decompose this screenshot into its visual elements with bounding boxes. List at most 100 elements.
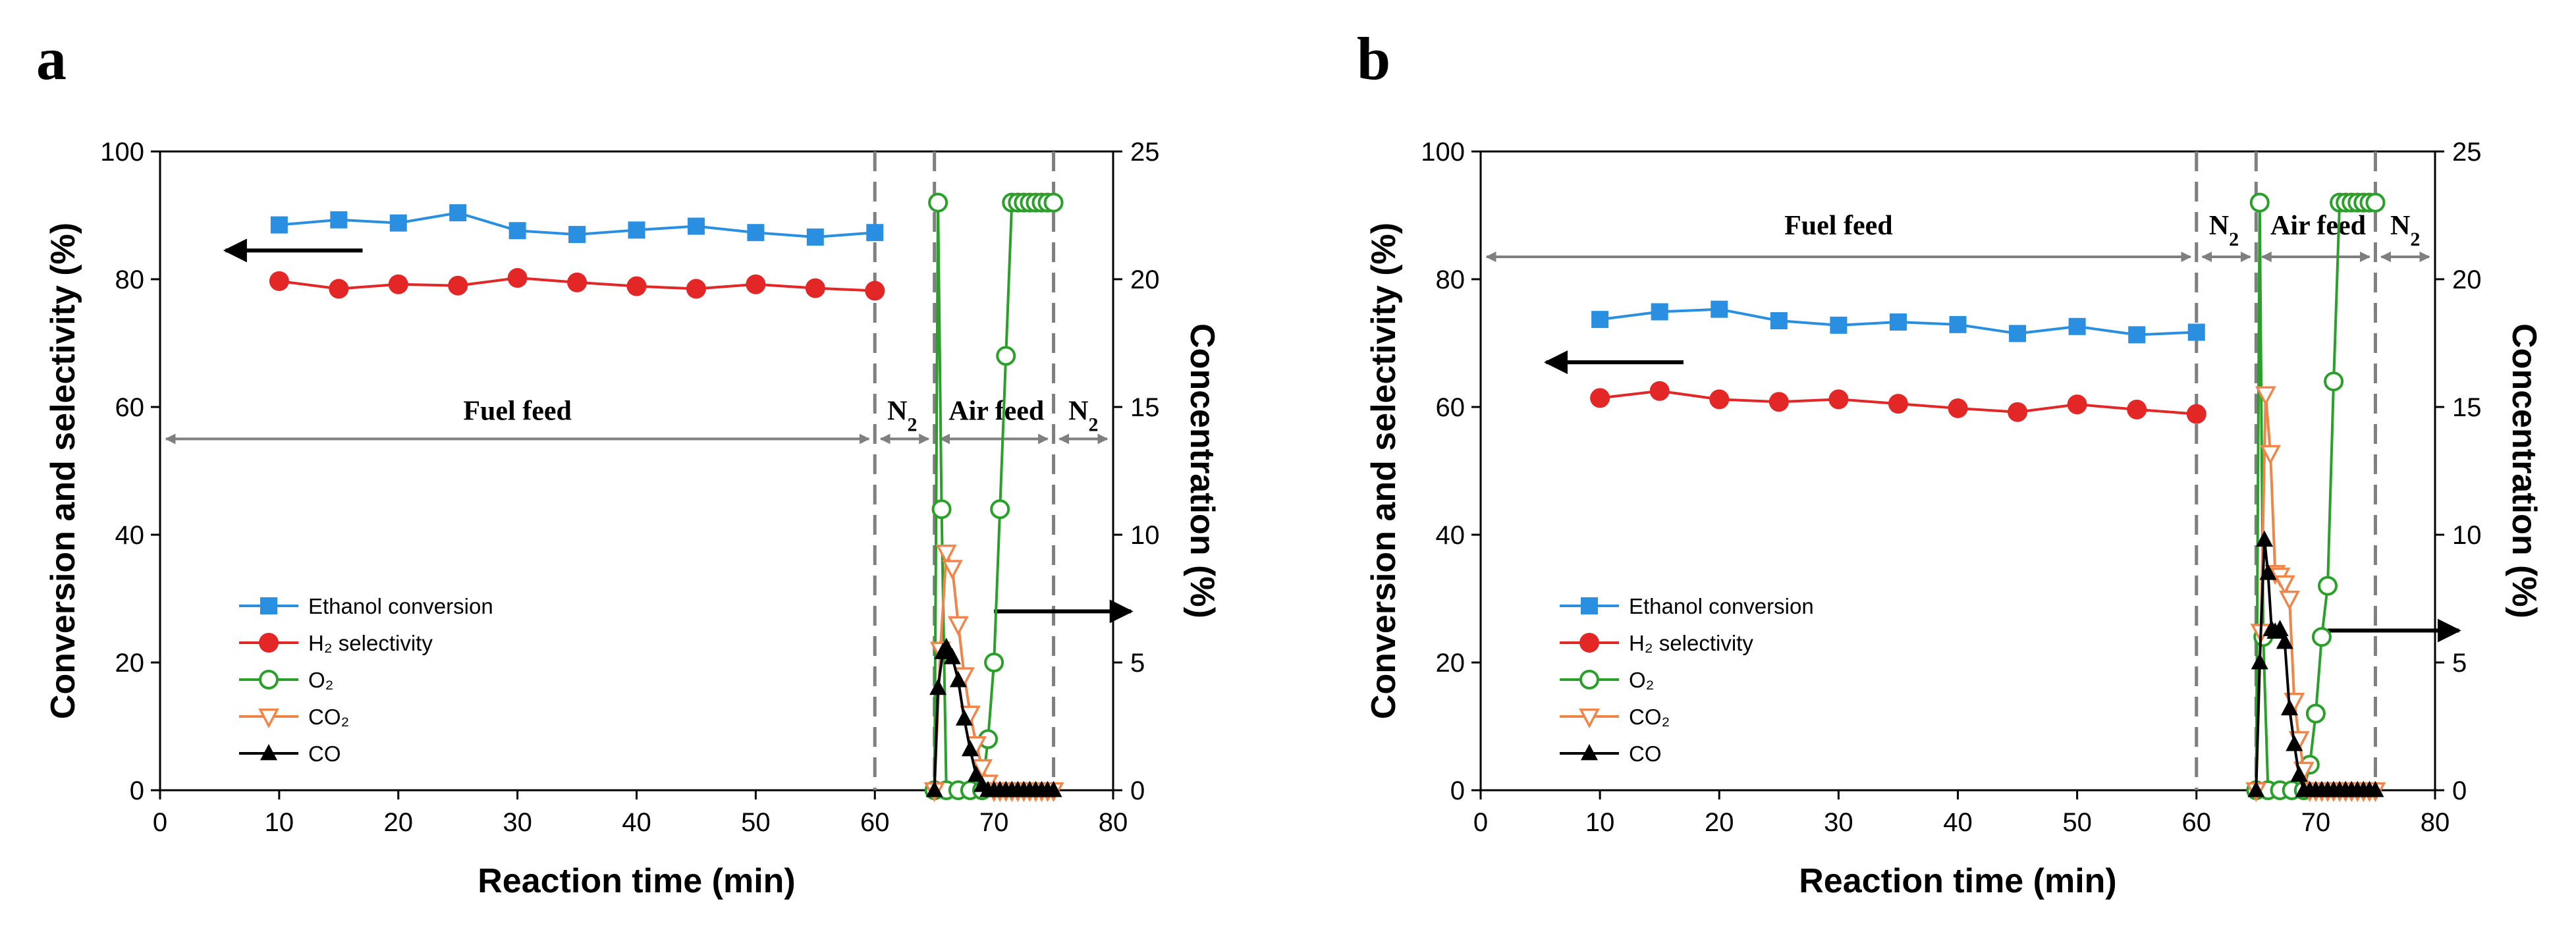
y-left-tick-label: 100 [1421, 138, 1465, 167]
data-point [935, 545, 957, 565]
data-point [329, 279, 349, 299]
y-left-tick-label: 80 [1436, 265, 1466, 294]
series-o- [924, 192, 1064, 800]
panel-letter: a [36, 25, 67, 92]
data-point [2317, 576, 2338, 596]
legend-marker [258, 708, 279, 729]
data-point [628, 221, 645, 239]
series-ethanol-conversion [1591, 300, 2205, 344]
region-label-subscript: 2 [1088, 414, 1098, 435]
data-point [1649, 381, 1670, 401]
x-tick-label: 20 [384, 808, 414, 837]
data-point [1590, 388, 1610, 408]
data-point [2067, 394, 2087, 415]
legend-label: Ethanol conversion [308, 594, 493, 618]
y-right-tick-label: 15 [2452, 393, 2482, 422]
x-tick-label: 30 [1824, 808, 1853, 837]
legend-label: H₂ selectivity [1629, 631, 1753, 655]
region-label: Air feed [948, 396, 1044, 426]
data-point [2008, 402, 2028, 422]
legend-label: O₂ [308, 668, 333, 692]
x-axis-title: Reaction time (min) [478, 862, 796, 900]
data-point [1709, 389, 1730, 410]
region-label-text: N [1068, 396, 1088, 426]
legend-label: CO [308, 742, 341, 766]
x-tick-label: 40 [1943, 808, 1973, 837]
data-point [330, 211, 348, 229]
data-point [2249, 192, 2270, 213]
data-point [567, 272, 588, 292]
data-point [2247, 780, 2265, 797]
data-point [929, 678, 947, 695]
region-label-subscript: 2 [908, 414, 918, 435]
chart-panel-a: a0 10 20 30 40 50 60 70 800204060801000510152025… [36, 25, 1221, 900]
data-point [2290, 765, 2308, 782]
data-point [1768, 392, 1789, 412]
data-point [866, 224, 884, 242]
y-right-tick-label: 25 [1130, 138, 1160, 167]
legend-marker [1579, 708, 1600, 729]
region-label: N2 [2390, 211, 2420, 250]
y-left-tick-label: 100 [100, 138, 144, 167]
legend-marker [1579, 670, 1599, 689]
y-left-tick-label: 0 [1450, 776, 1465, 805]
data-point [943, 647, 961, 664]
region-label: N2 [887, 396, 917, 435]
region-label-text: Air feed [2270, 211, 2366, 241]
data-point [626, 276, 647, 296]
legend-marker [260, 597, 277, 614]
data-point [1830, 316, 1848, 334]
y-left-tick-label: 40 [1436, 521, 1466, 550]
series-co [925, 637, 1062, 797]
data-point [1949, 315, 1967, 333]
series-ethanol-conversion [270, 204, 884, 246]
data-point [2128, 326, 2146, 344]
data-point [1770, 312, 1788, 330]
data-point [2187, 323, 2205, 341]
data-point [1828, 389, 1849, 410]
panel-letter: b [1357, 25, 1390, 92]
legend-label: O₂ [1629, 668, 1654, 692]
data-point [568, 226, 586, 244]
data-point [2068, 317, 2086, 335]
data-point [2365, 192, 2386, 213]
x-tick-label: 80 [2421, 808, 2450, 837]
x-tick-label: 70 [2301, 808, 2331, 837]
y-left-tick-label: 20 [1436, 649, 1466, 678]
legend-label: CO [1629, 742, 1662, 766]
data-point [947, 616, 969, 636]
x-axis-title: Reaction time (min) [1799, 862, 2117, 900]
region-label-subscript: 2 [2229, 229, 2239, 250]
region-label-text: Air feed [948, 396, 1044, 426]
y-right-tick-label: 10 [2452, 521, 2482, 550]
data-point [508, 222, 526, 240]
region-label: N2 [2209, 211, 2239, 250]
x-tick-label: 50 [2062, 808, 2092, 837]
data-point [937, 637, 955, 655]
data-point [2281, 699, 2299, 716]
data-point [967, 765, 985, 782]
y-right-tick-label: 15 [1130, 393, 1160, 422]
data-point [806, 228, 824, 246]
legend-label: CO₂ [1629, 705, 1670, 729]
y-left-tick-label: 40 [115, 521, 145, 550]
data-point [1651, 303, 1668, 321]
data-point [984, 653, 1004, 672]
legend-marker [1581, 743, 1598, 761]
y-left-axis-title: Conversion and selectivity (%) [1365, 223, 1403, 719]
data-point [507, 268, 528, 288]
x-tick-label: 70 [979, 808, 1009, 837]
region-label-subscript: 2 [2410, 229, 2420, 250]
x-tick-label: 30 [503, 808, 532, 837]
region-label: N2 [1068, 396, 1098, 435]
data-point [1888, 394, 1908, 414]
data-point [388, 274, 408, 294]
chart-panel-b: b0 10 20 30 40 50 60 70 800204060801000510152025… [1357, 25, 2543, 900]
region-label-text: N [2390, 211, 2410, 241]
data-point [1889, 313, 1907, 331]
y-right-tick-label: 20 [1130, 265, 1160, 294]
y-right-tick-label: 10 [1130, 521, 1160, 550]
legend-marker [259, 670, 279, 689]
x-tick-label: 60 [2182, 808, 2212, 837]
